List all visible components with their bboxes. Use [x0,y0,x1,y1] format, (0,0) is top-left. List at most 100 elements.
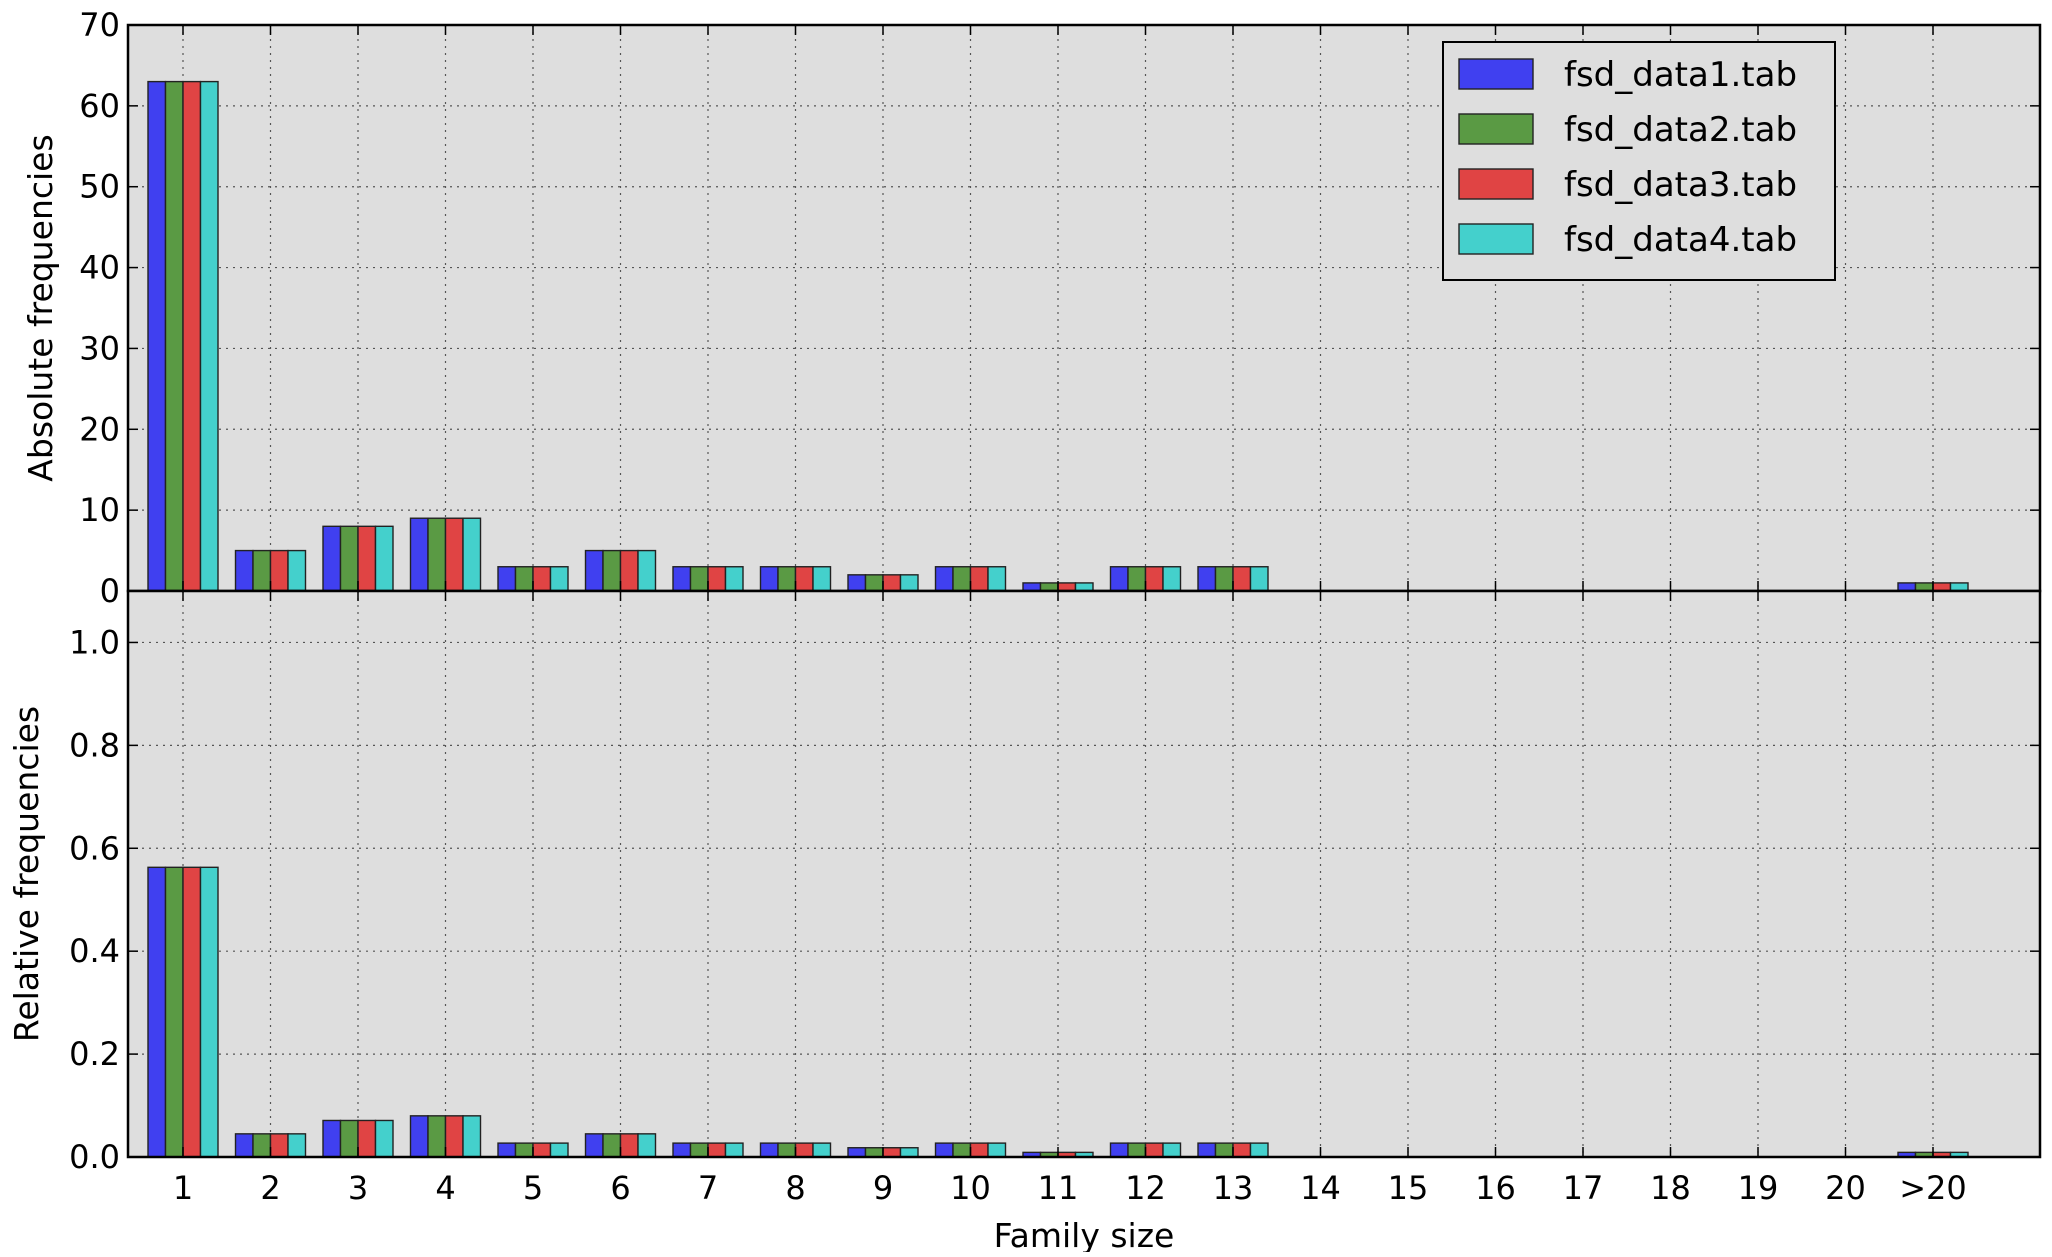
bar [1197,1142,1217,1158]
y-tick-label: 60 [79,87,120,125]
bar [724,566,744,592]
bar [1144,1142,1164,1158]
bar [409,517,429,592]
x-tick-label: 12 [1125,1169,1166,1207]
y-tick-label: 20 [79,410,120,448]
bar [619,549,639,592]
bar [602,549,622,592]
bar [1162,566,1182,592]
bar [882,1147,902,1158]
bar [672,566,692,592]
y-tick-label: 0.8 [69,726,120,764]
x-tick-label: 13 [1213,1169,1254,1207]
x-tick-label: 19 [1738,1169,1779,1207]
bar [1232,1142,1252,1158]
bar [584,1133,604,1158]
bar [252,549,272,592]
y-tick-label: 50 [79,168,120,206]
bar [987,1142,1007,1158]
bar [847,574,867,592]
x-tick-label: 4 [435,1169,455,1207]
bar [322,525,342,592]
bar [637,549,657,592]
bar [847,1147,867,1158]
bar [462,517,482,592]
bar [1249,1142,1269,1158]
bar [899,1147,919,1158]
bar [934,1142,954,1158]
bar [322,1119,342,1158]
bar [689,566,709,592]
bar [269,549,289,592]
bar [357,1119,377,1158]
x-tick-label: 11 [1038,1169,1079,1207]
bar [497,566,517,592]
bar [777,566,797,592]
bar [689,1142,709,1158]
legend-label: fsd_data3.tab [1564,165,1797,205]
y-axis-label: Relative frequencies [7,706,46,1042]
bar [532,566,552,592]
bar [882,574,902,592]
x-tick-label: 8 [785,1169,805,1207]
bar [182,866,202,1158]
bar [147,866,167,1158]
x-tick-label: 10 [950,1169,991,1207]
bar [164,80,184,592]
bar [759,1142,779,1158]
bar [374,525,394,592]
bar [602,1133,622,1158]
y-tick-label: 70 [79,6,120,44]
bar [462,1115,482,1158]
bar [287,1133,307,1158]
bar [234,549,254,592]
bar [357,525,377,592]
legend-swatch [1458,168,1534,200]
bar [339,525,359,592]
bar [1249,566,1269,592]
bar [794,566,814,592]
x-tick-label: 2 [260,1169,280,1207]
bar [987,566,1007,592]
x-tick-label: 18 [1650,1169,1691,1207]
bar [444,1115,464,1158]
y-tick-label: 0 [100,572,120,610]
bar [427,517,447,592]
bar [584,549,604,592]
bar [864,1147,884,1158]
x-tick-label: 3 [348,1169,368,1207]
legend-label: fsd_data1.tab [1564,55,1797,95]
bar [724,1142,744,1158]
bar [497,1142,517,1158]
x-tick-label: 17 [1563,1169,1604,1207]
plot-background [128,591,2040,1157]
bar [619,1133,639,1158]
y-tick-label: 0.2 [69,1035,120,1073]
bar [864,574,884,592]
bar [1197,566,1217,592]
y-tick-label: 1.0 [69,623,120,661]
bar [164,866,184,1158]
bar [287,549,307,592]
axes-frame [126,589,2042,1159]
bar [199,866,219,1158]
x-tick-label: 15 [1388,1169,1429,1207]
bar [1127,1142,1147,1158]
x-tick-label: >20 [1899,1169,1967,1207]
x-tick-label: 6 [610,1169,630,1207]
bar [934,566,954,592]
bar [637,1133,657,1158]
bar [1162,1142,1182,1158]
bar [339,1119,359,1158]
y-tick-label: 0.0 [69,1138,120,1176]
bar [1109,566,1129,592]
x-tick-label: 5 [523,1169,543,1207]
x-axis-label: Family size [994,1216,1175,1252]
legend-swatch [1458,113,1534,145]
bar [777,1142,797,1158]
bar [899,574,919,592]
bar [182,80,202,592]
bar [269,1133,289,1158]
y-tick-label: 30 [79,329,120,367]
